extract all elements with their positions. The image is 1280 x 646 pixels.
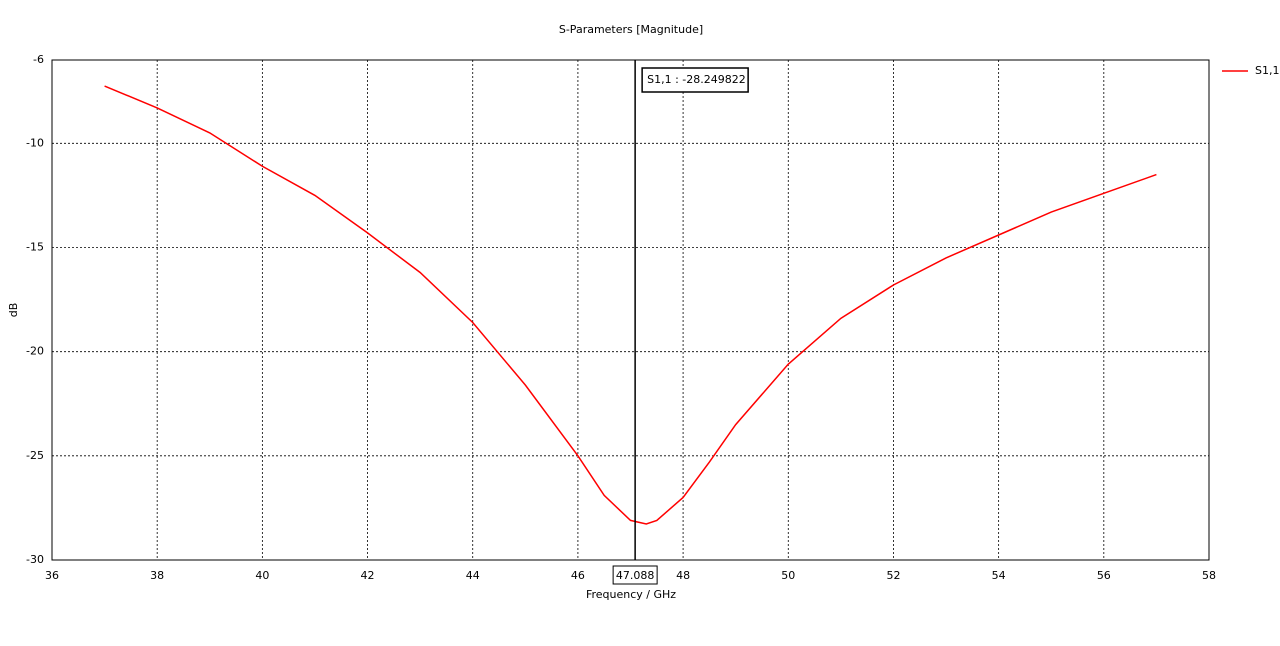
x-tick-label: 50 <box>781 569 795 582</box>
series-line <box>104 85 1157 525</box>
x-tick-label: 38 <box>150 569 164 582</box>
y-tick-label: -25 <box>26 449 44 462</box>
chart-title: S-Parameters [Magnitude] <box>559 23 703 36</box>
x-tick-label: 46 <box>571 569 585 582</box>
x-tick-label: 56 <box>1097 569 1111 582</box>
y-tick-label: -15 <box>26 241 44 254</box>
x-axis-label: Frequency / GHz <box>586 588 676 601</box>
y-tick-label: -20 <box>26 345 44 358</box>
x-tick-label: 48 <box>676 569 690 582</box>
y-tick-label: -6 <box>33 53 44 66</box>
marker-x-label: 47.088 <box>616 569 655 582</box>
y-axis-label: dB <box>7 303 20 318</box>
marker-x-box <box>612 565 658 585</box>
x-tick-label: 52 <box>886 569 900 582</box>
x-tick-label: 58 <box>1202 569 1216 582</box>
x-tick-label: 54 <box>992 569 1006 582</box>
x-tick-label: 36 <box>45 569 59 582</box>
x-tick-label: 44 <box>466 569 480 582</box>
marker-label: S1,1 : -28.249822 <box>647 73 746 86</box>
x-tick-label: 40 <box>255 569 269 582</box>
marker-label-box <box>641 67 749 93</box>
y-tick-label: -10 <box>26 136 44 149</box>
plot-frame <box>51 59 1210 561</box>
y-tick-label: -30 <box>26 553 44 566</box>
legend-label: S1,1 <box>1255 64 1279 77</box>
x-tick-label: 42 <box>361 569 375 582</box>
